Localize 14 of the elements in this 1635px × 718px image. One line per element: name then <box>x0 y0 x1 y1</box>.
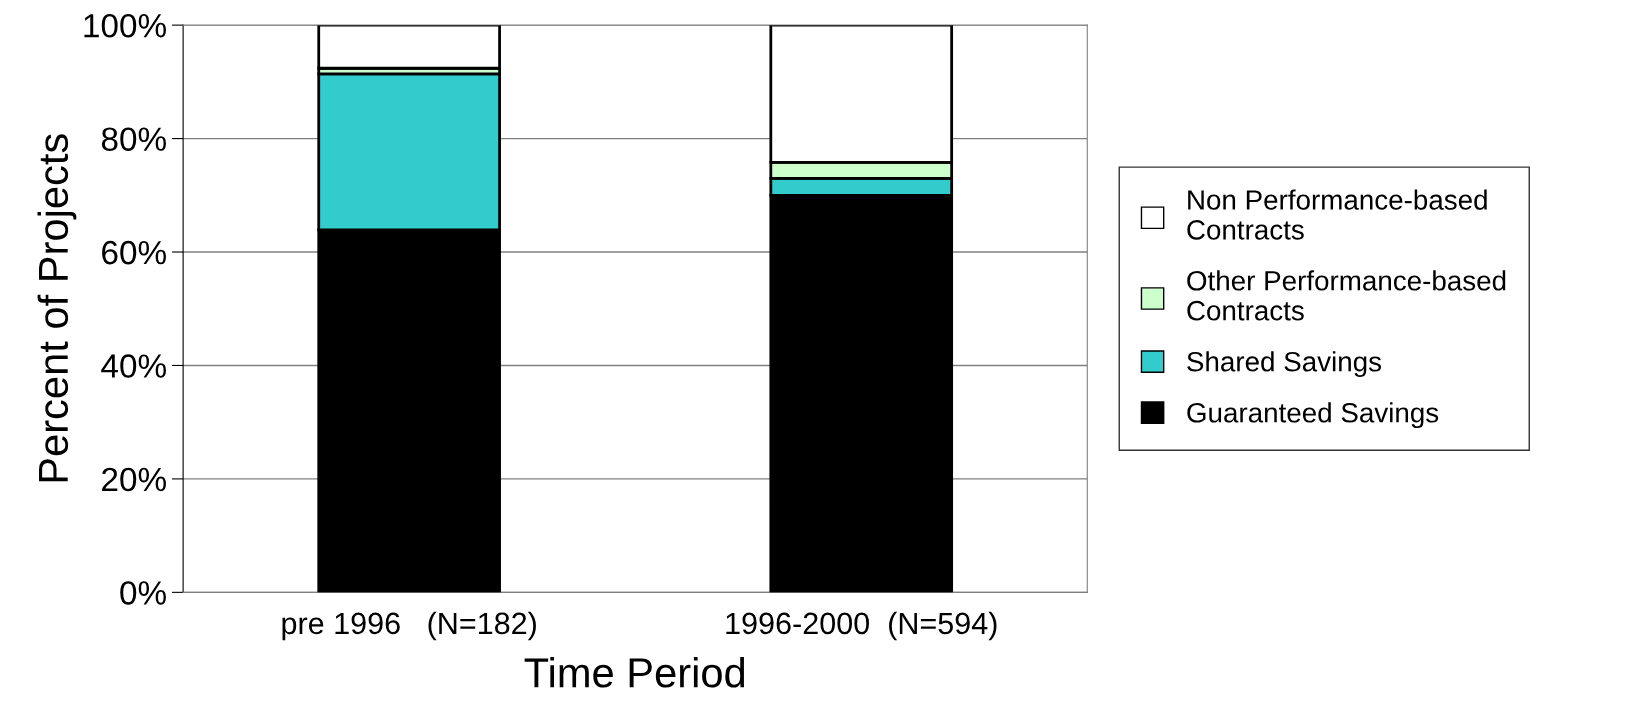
x-axis-title: Time Period <box>524 656 745 688</box>
y-axis-title: Percent of Projects <box>37 134 77 482</box>
x-tick-label: 1996-2000 (N=594) <box>726 611 997 641</box>
legend-label: Other Performance-based Contracts <box>1187 270 1506 321</box>
y-tick-label: 40% <box>101 354 166 378</box>
legend-label: Non Performance-based Contracts <box>1187 189 1487 240</box>
legend-label: Guaranteed Savings <box>1187 402 1439 429</box>
y-tick-label: 0% <box>120 581 166 605</box>
y-tick-label: 100% <box>84 13 166 38</box>
x-tick-label: pre 1996 (N=182) <box>282 611 536 641</box>
y-tick-label: 20% <box>102 467 166 492</box>
y-tick-label: 60% <box>102 240 166 265</box>
y-tick-label: 80% <box>101 127 166 151</box>
legend-label: Shared Savings <box>1187 351 1382 378</box>
